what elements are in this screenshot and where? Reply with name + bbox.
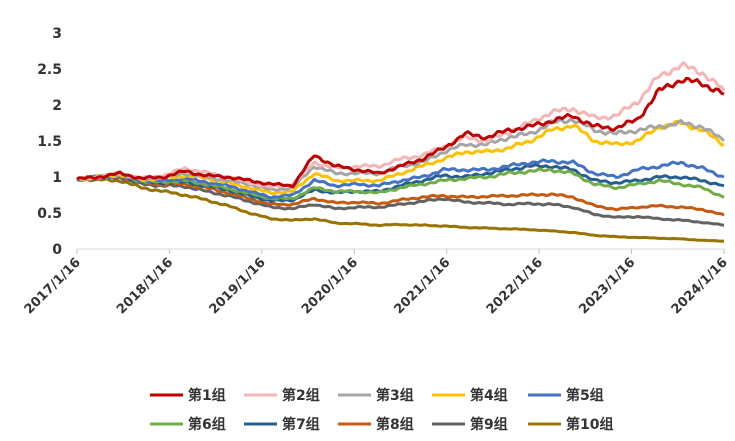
y-tick-label: 0.5 [37, 206, 62, 222]
legend-label: 第3组 [376, 387, 414, 404]
series-line-8 [77, 174, 725, 217]
series-lines [76, 61, 726, 243]
x-tick-label: 2022/1/16 [484, 255, 546, 317]
legend-item: 第1组 [150, 387, 226, 404]
y-tick-label: 1 [52, 170, 62, 186]
legend-label: 第10组 [566, 416, 613, 433]
series-line-9 [76, 175, 725, 227]
x-axis-ticks: 2017/1/16 2018/1/16 2019/1/16 2020/1/16 2021… [22, 249, 731, 317]
legend-label: 第6组 [188, 416, 226, 433]
x-tick-label: 2024/1/16 [669, 255, 731, 317]
legend-label: 第9组 [470, 416, 508, 433]
legend-item: 第3组 [338, 387, 414, 404]
x-tick-label: 2023/1/16 [576, 255, 638, 317]
legend-label: 第4组 [470, 387, 508, 404]
x-tick-label: 2021/1/16 [391, 255, 453, 317]
x-tick-label: 2017/1/16 [22, 255, 84, 317]
legend-label: 第7组 [282, 416, 320, 433]
legend-label: 第5组 [566, 387, 604, 404]
legend-item: 第4组 [432, 387, 508, 404]
legend-label: 第1组 [188, 387, 226, 404]
y-axis-ticks: 0 0.5 1 1.5 2 2.5 3 [37, 26, 62, 258]
series-line-10 [76, 176, 724, 243]
y-tick-label: 0 [52, 242, 62, 258]
x-tick-label: 2018/1/16 [114, 255, 176, 317]
y-tick-label: 2.5 [37, 62, 62, 78]
series-line-6 [76, 167, 725, 201]
legend-item: 第5组 [528, 387, 604, 404]
legend-item: 第10组 [528, 416, 613, 433]
x-tick-label: 2020/1/16 [299, 255, 361, 317]
legend-label: 第8组 [376, 416, 414, 433]
legend-label: 第2组 [282, 387, 320, 404]
legend-item: 第8组 [338, 416, 414, 433]
y-tick-label: 2 [52, 98, 62, 114]
legend-item: 第2组 [244, 387, 320, 404]
legend-item: 第6组 [150, 416, 226, 433]
x-tick-label: 2019/1/16 [207, 255, 269, 317]
y-tick-label: 3 [52, 26, 62, 42]
legend-item: 第7组 [244, 416, 320, 433]
series-line-2 [76, 61, 726, 189]
series-line-4 [76, 119, 725, 196]
series-line-1 [76, 76, 725, 189]
legend-item: 第9组 [432, 416, 508, 433]
y-tick-label: 1.5 [37, 134, 62, 150]
